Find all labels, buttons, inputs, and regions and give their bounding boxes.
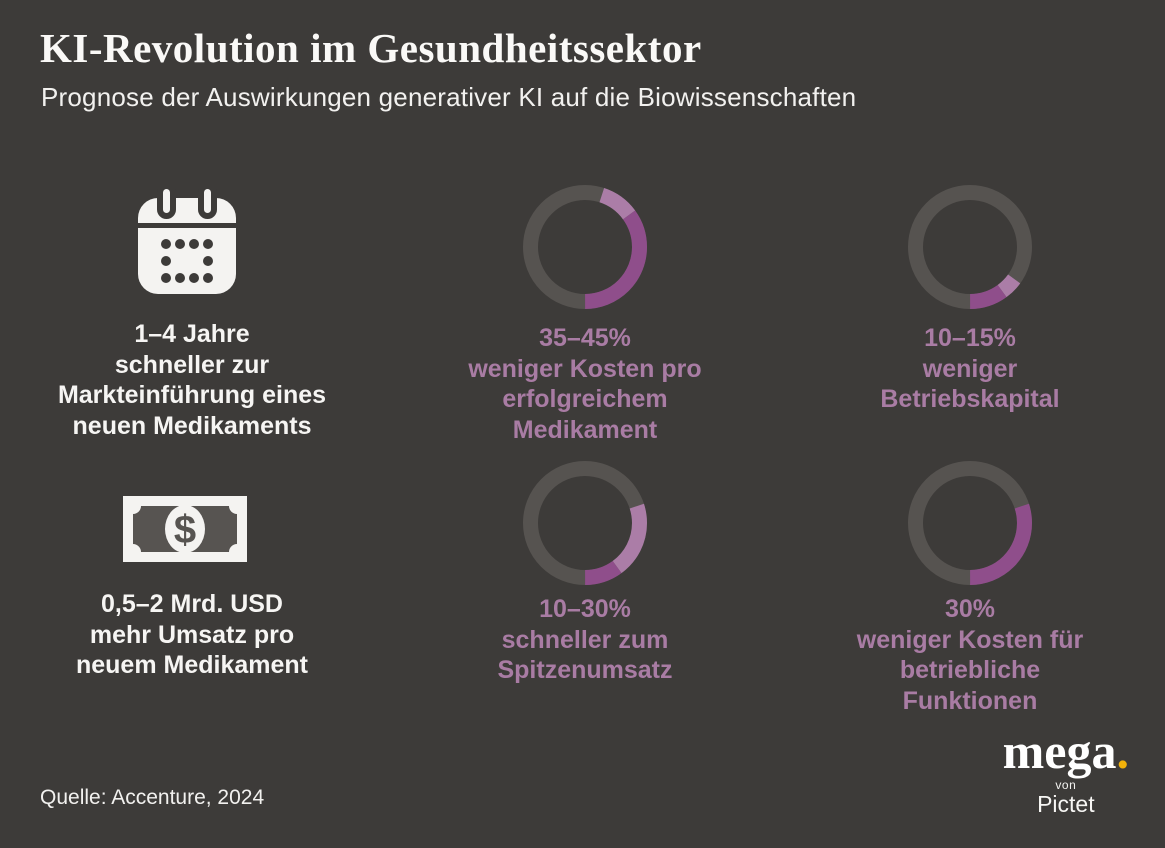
stat-value: 10–15% xyxy=(924,324,1016,352)
caption-line: Medikament xyxy=(512,415,658,444)
caption-line: schneller zur xyxy=(114,350,270,379)
svg-text:$: $ xyxy=(174,508,196,552)
page-title: KI-Revolution im Gesundheitssektor xyxy=(40,25,702,71)
stat-value: 30% xyxy=(944,595,996,623)
donut-caption-peak-sales: 10–30% schneller zum Spitzenumsatz xyxy=(425,594,745,686)
mega-pictet-logo: mega. von Pictet xyxy=(1002,723,1129,817)
caption-line: Funktionen xyxy=(902,686,1038,715)
calendar-icon xyxy=(138,183,236,301)
stat-value: 35–45% xyxy=(539,324,631,352)
donut-caption-working-capital: 10–15% weniger Betriebskapital xyxy=(810,323,1130,415)
logo-gold-dot: . xyxy=(1116,723,1130,779)
caption-line: neuen Medikaments xyxy=(72,411,312,440)
donut-caption-operating-costs: 30% weniger Kosten für betriebliche Funkti… xyxy=(810,594,1130,716)
donut-chart-peak-sales xyxy=(523,461,647,585)
donut-chart-operating-costs xyxy=(908,461,1032,585)
caption-line: mehr Umsatz pro xyxy=(89,620,295,649)
stat-time-to-market-caption: 1–4 Jahre schneller zur Markteinführung ei… xyxy=(20,319,364,441)
caption-line: Betriebskapital xyxy=(880,385,1060,413)
caption-line: weniger Kosten für xyxy=(856,625,1084,654)
page-subtitle: Prognose der Auswirkungen generativer KI… xyxy=(41,82,857,112)
source-note: Quelle: Accenture, 2024 xyxy=(40,786,265,809)
caption-line: 0,5–2 Mrd. USD xyxy=(100,590,283,618)
donut-caption-cost-per-drug: 35–45% weniger Kosten pro erfolgreichem Me… xyxy=(425,323,745,445)
caption-line: Spitzenumsatz xyxy=(497,656,673,684)
caption-line: weniger Kosten pro xyxy=(468,354,702,383)
caption-line: schneller zum xyxy=(501,625,669,654)
caption-line: neuem Medikament xyxy=(75,651,308,679)
caption-line: weniger xyxy=(922,354,1018,383)
stat-value: 10–30% xyxy=(539,595,631,623)
donut-chart-working-capital xyxy=(908,185,1032,309)
logo-brand: mega. xyxy=(1002,723,1129,779)
stat-revenue-caption: 0,5–2 Mrd. USD mehr Umsatz pro neuem Medik… xyxy=(20,589,364,681)
caption-line: 1–4 Jahre xyxy=(134,320,250,348)
logo-von: von xyxy=(1055,778,1077,792)
caption-line: erfolgreichem xyxy=(502,385,668,413)
banknote-icon: $ xyxy=(123,496,247,567)
donut-chart-cost-per-drug xyxy=(523,185,647,309)
logo-company: Pictet xyxy=(1037,791,1095,817)
caption-line: betriebliche xyxy=(899,656,1041,684)
caption-line: Markteinführung eines xyxy=(57,381,327,409)
